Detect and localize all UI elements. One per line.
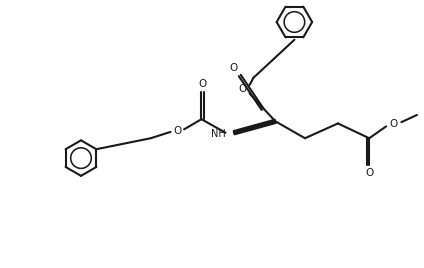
Text: O: O <box>173 126 181 136</box>
Text: O: O <box>238 84 246 94</box>
Text: O: O <box>229 64 237 73</box>
Text: O: O <box>198 79 206 89</box>
Text: O: O <box>365 168 374 178</box>
Text: O: O <box>390 119 398 129</box>
Text: NH: NH <box>211 129 226 139</box>
